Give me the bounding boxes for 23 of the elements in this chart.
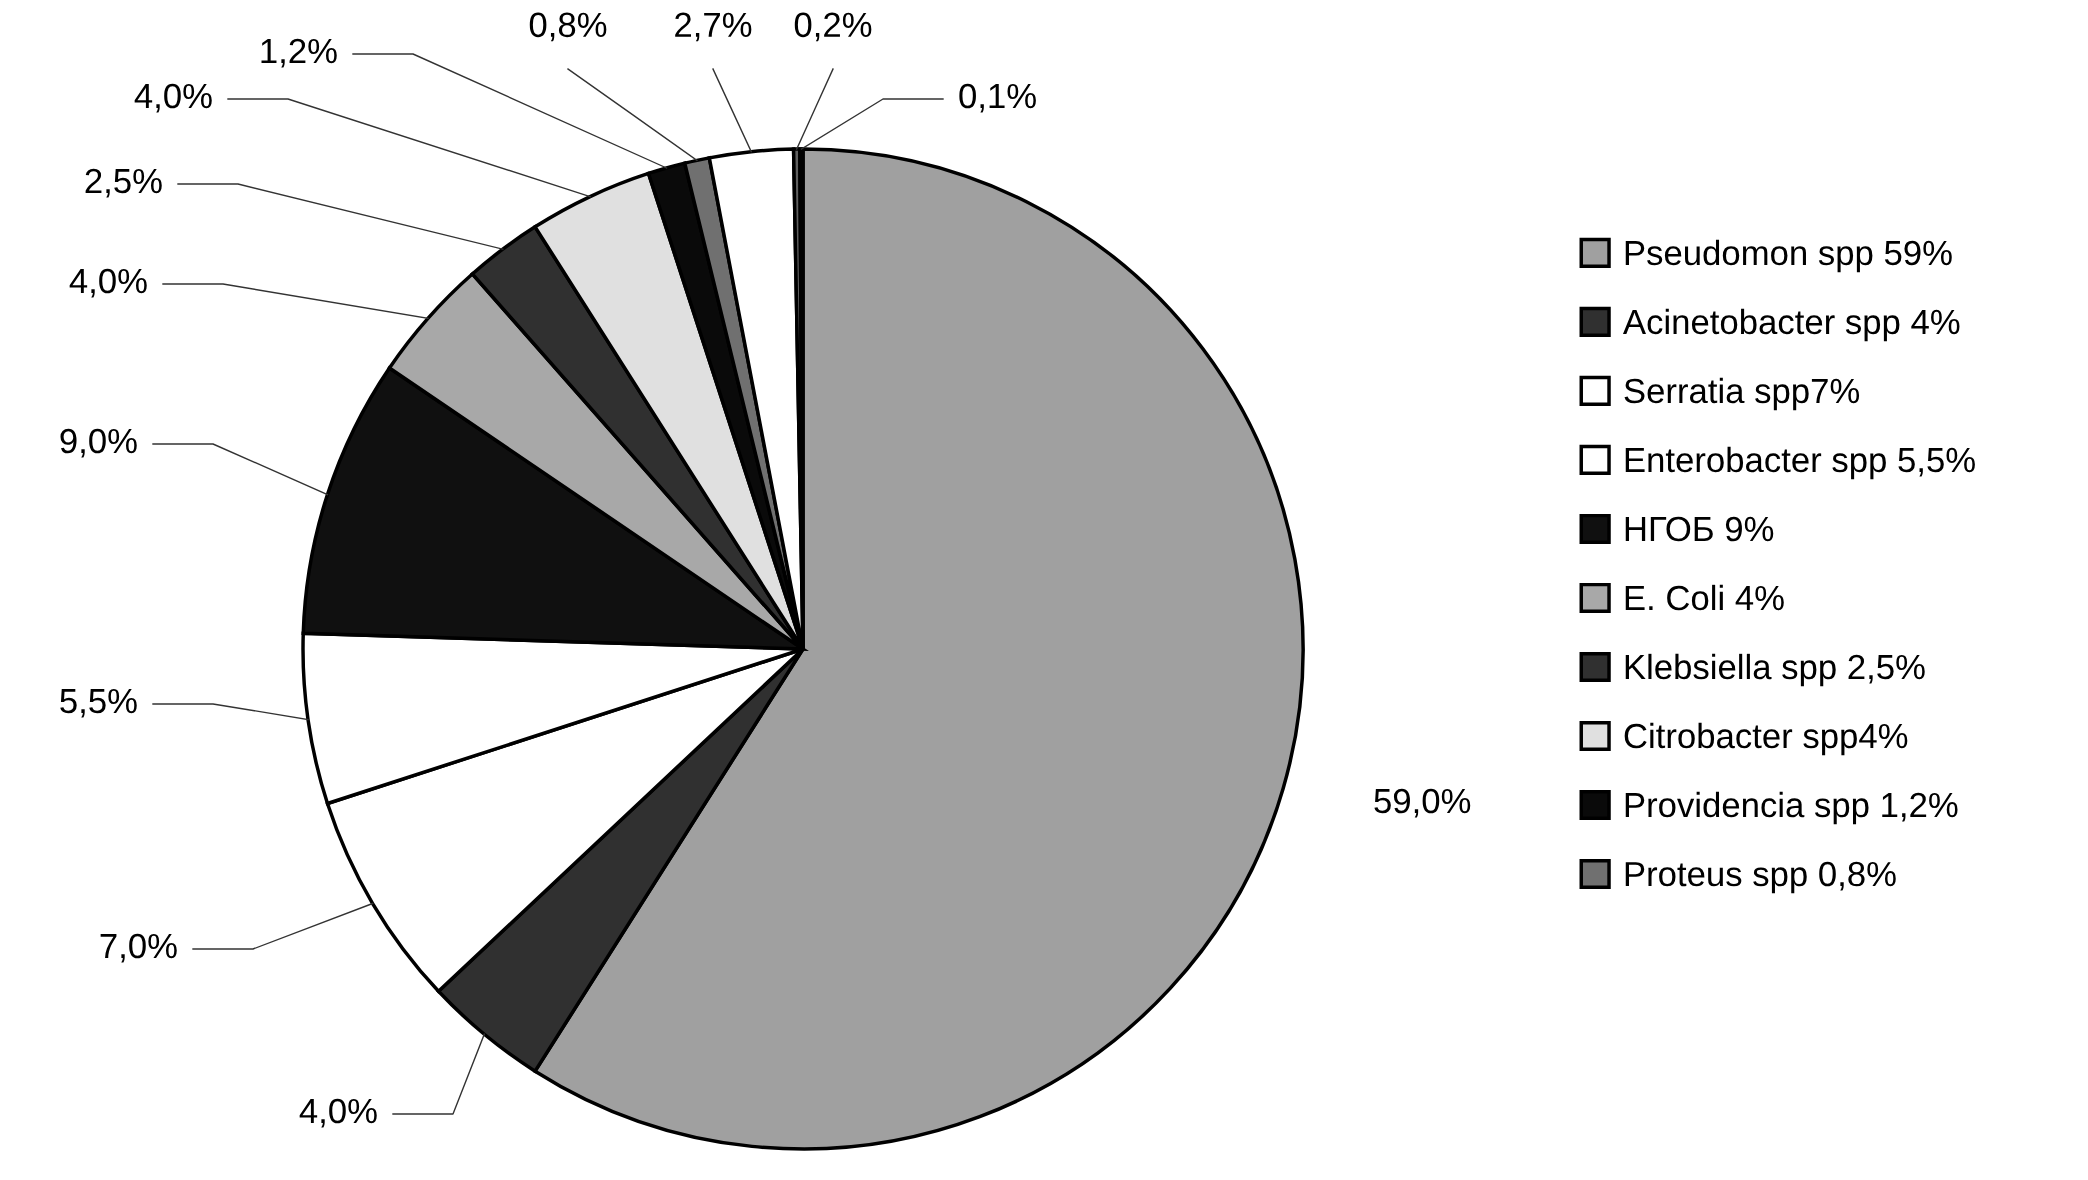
data-label: 7,0% (100, 933, 177, 963)
data-label: 4,0% (299, 1098, 377, 1128)
legend-label: Acinetobacter spp 4% (1622, 308, 1960, 342)
legend-label: Pseudomon spp 59% (1625, 239, 1952, 273)
legend-label: Enterobacter spp 5,5% (1625, 446, 1975, 480)
legend-label: Klebsiella spp 2,5% (1625, 653, 1925, 687)
legend-label: E. Coli 4% (1625, 584, 1784, 611)
data-label: 0,8% (529, 12, 607, 42)
legend-label: Serratia spp7% (1624, 377, 1860, 411)
data-label: 59,0% (1374, 788, 1471, 818)
data-label: 1,2% (261, 38, 337, 68)
data-label: 4,0% (69, 268, 147, 298)
data-label: 4,0% (134, 83, 212, 113)
legend-label: Citrobacter spp4% (1624, 722, 1908, 756)
data-label: 2,7% (675, 12, 752, 42)
data-label: 2,5% (85, 168, 162, 198)
legend-label: Providencia spp 1,2% (1625, 791, 1958, 825)
legend-label: Proteus spp 0,8% (1625, 861, 1896, 894)
legend-label: НГОБ 9% (1625, 516, 1774, 542)
data-label: 0,1% (959, 83, 1036, 113)
data-label: 0,2% (794, 12, 872, 42)
data-label: 5,5% (60, 688, 137, 718)
data-label: 9,0% (60, 428, 137, 458)
